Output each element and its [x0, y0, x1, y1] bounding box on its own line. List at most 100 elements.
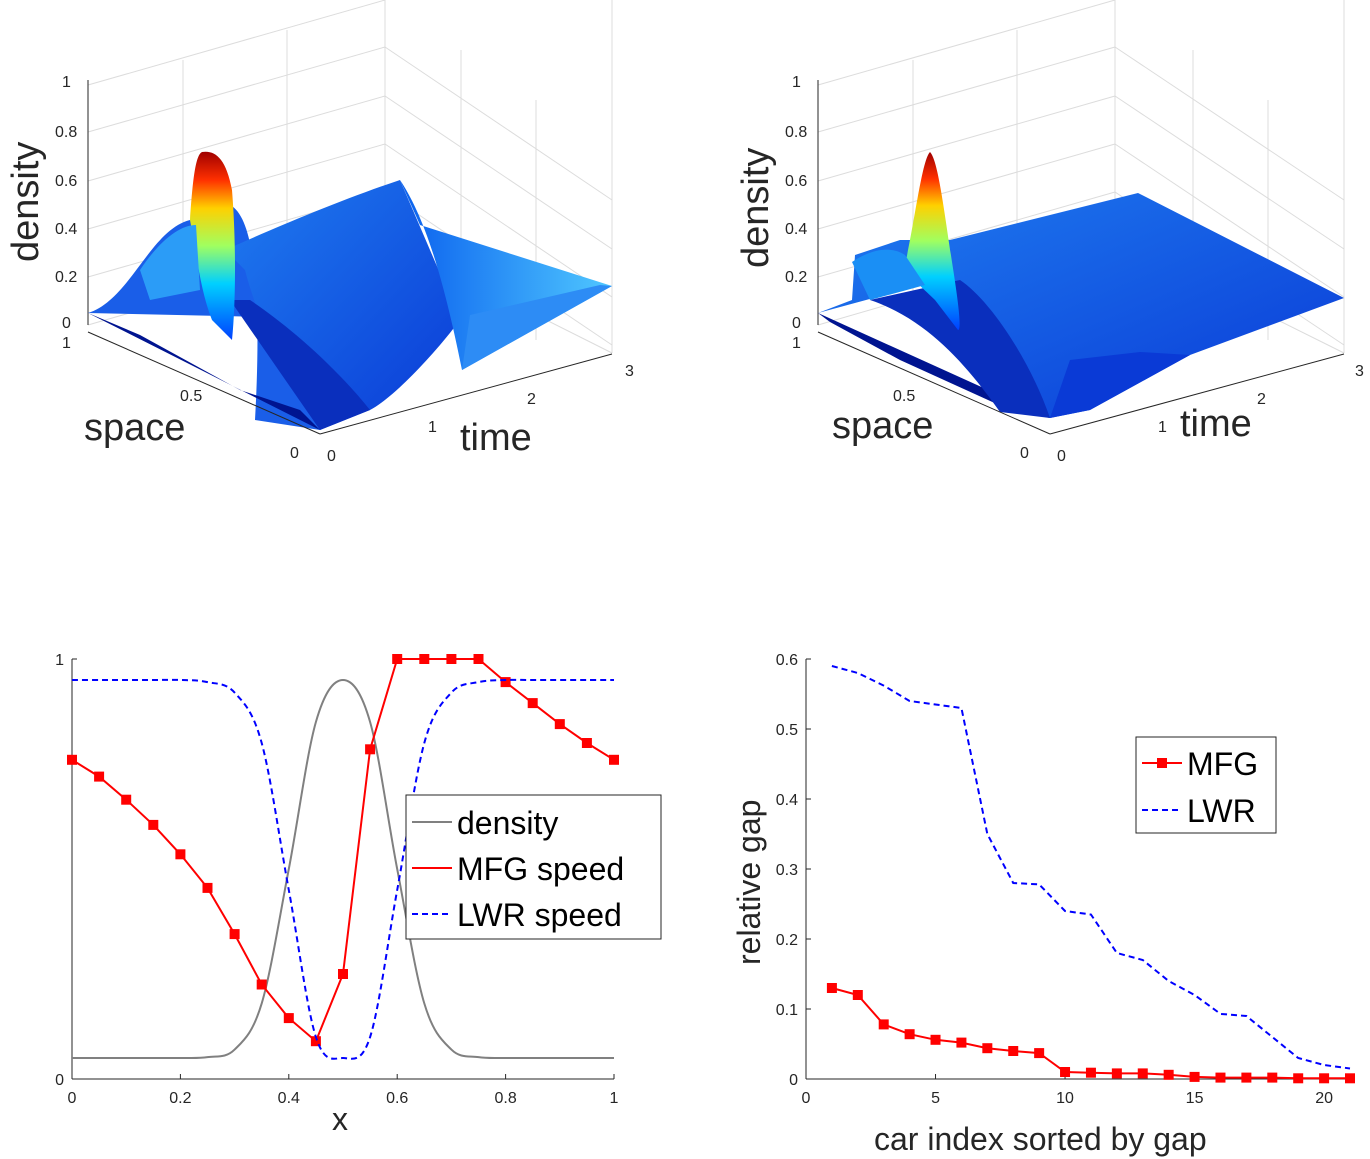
data-point — [256, 979, 267, 990]
x-tick: 2 — [527, 391, 536, 408]
x-axis-label: time — [460, 417, 532, 459]
data-point — [446, 654, 457, 664]
data-point — [94, 771, 105, 782]
x-tick: 20 — [1315, 1090, 1333, 1107]
legend-marker — [1157, 758, 1167, 768]
y-tick: 0.2 — [776, 932, 798, 949]
y-tick: 0.5 — [893, 388, 915, 405]
data-point — [609, 754, 619, 765]
x-tick: 0.4 — [278, 1090, 300, 1107]
z-tick: 0.4 — [785, 221, 807, 238]
data-point — [1267, 1072, 1278, 1083]
legend-box — [1135, 736, 1277, 834]
legend: MFG LWR — [1135, 736, 1277, 834]
x-tick: 0.2 — [169, 1090, 191, 1107]
x-tick: 0.6 — [386, 1090, 408, 1107]
data-point — [1085, 1067, 1096, 1078]
data-point — [1215, 1072, 1226, 1083]
y-tick: 0 — [290, 445, 299, 462]
x-tick: 1 — [428, 419, 437, 436]
z-tick: 0.8 — [785, 124, 807, 141]
x-tick: 3 — [1355, 363, 1364, 380]
data-point — [904, 1029, 915, 1040]
data-point — [1319, 1073, 1330, 1084]
x-tick: 10 — [1056, 1090, 1074, 1107]
y-axis-label: relative gap — [731, 800, 767, 965]
x-tick: 0 — [68, 1090, 77, 1107]
x-tick: 3 — [625, 363, 634, 380]
data-point — [67, 754, 77, 765]
y-tick: 0 — [1020, 445, 1029, 462]
x-tick: 1 — [1158, 419, 1167, 436]
x-tick: 15 — [1186, 1090, 1204, 1107]
back-wall-grid — [817, 0, 1345, 354]
x-tick: 0 — [1057, 448, 1066, 465]
data-point — [581, 738, 592, 748]
z-tick: 0.8 — [55, 124, 77, 141]
z-axis-label: density — [5, 142, 47, 262]
series-line-lwr — [831, 665, 1351, 1070]
speed-profile-chart: 0 0.2 0.4 0.6 0.8 1 0 1 x density MFG speed LWR… — [55, 652, 662, 1137]
z-tick: 0.6 — [55, 173, 77, 190]
y-axis-label: space — [832, 405, 933, 447]
z-axis-label: density — [735, 148, 777, 268]
data-point — [229, 929, 240, 940]
data-point — [982, 1043, 993, 1054]
data-point — [878, 1019, 889, 1030]
x-tick: 2 — [1257, 391, 1266, 408]
surface-mesh — [88, 151, 612, 430]
data-point — [554, 719, 565, 730]
z-tick: 0 — [792, 315, 801, 332]
z-tick: 0.4 — [55, 221, 77, 238]
data-point — [852, 990, 863, 1000]
data-point — [930, 1034, 941, 1045]
series-line-density — [72, 678, 614, 1060]
x-axis-label: x — [332, 1101, 348, 1137]
data-point — [175, 849, 186, 860]
data-point — [1111, 1068, 1122, 1079]
data-point — [310, 1036, 321, 1047]
series-line-lwr-speed — [72, 678, 614, 1060]
data-point — [500, 677, 511, 688]
z-tick: 1 — [792, 74, 801, 91]
legend-label: MFG speed — [457, 851, 624, 887]
y-tick: 0.3 — [776, 862, 798, 879]
y-tick: 1 — [62, 335, 71, 352]
x-tick: 0 — [802, 1090, 811, 1107]
z-tick: 0.2 — [55, 269, 77, 286]
y-tick: 0.4 — [776, 792, 798, 809]
y-tick: 0.6 — [776, 652, 798, 669]
relative-gap-chart: 0 5 10 15 20 0 0.1 0.2 0.3 0.4 0.5 0.6 relative gap… — [731, 652, 1355, 1157]
y-tick: 0.5 — [180, 388, 202, 405]
data-point — [473, 654, 484, 664]
data-point — [826, 983, 837, 993]
legend-label: LWR speed — [457, 897, 622, 933]
data-point — [1034, 1048, 1045, 1059]
data-point — [1293, 1073, 1304, 1084]
z-tick: 1 — [62, 74, 71, 91]
z-tick: 0 — [62, 315, 71, 332]
data-point — [392, 654, 403, 664]
data-point — [956, 1037, 967, 1048]
legend-label: LWR — [1187, 793, 1256, 829]
y-tick: 0 — [55, 1072, 64, 1089]
legend-label: density — [457, 805, 558, 841]
data-point — [419, 654, 430, 664]
y-tick: 1 — [55, 652, 64, 669]
data-point — [1241, 1072, 1252, 1083]
surface-mesh — [818, 152, 1344, 418]
z-tick: 0.6 — [785, 173, 807, 190]
data-point — [1137, 1068, 1148, 1079]
x-axis-label: time — [1180, 403, 1252, 445]
legend: density MFG speed LWR speed — [405, 794, 662, 940]
z-tick: 0.2 — [785, 269, 807, 286]
y-tick: 0.5 — [776, 722, 798, 739]
y-tick: 0 — [789, 1072, 798, 1089]
y-tick: 0.1 — [776, 1002, 798, 1019]
data-point — [148, 819, 159, 830]
data-point — [338, 969, 348, 979]
data-point — [527, 698, 538, 709]
data-point — [1008, 1046, 1019, 1056]
data-point — [1060, 1067, 1071, 1077]
